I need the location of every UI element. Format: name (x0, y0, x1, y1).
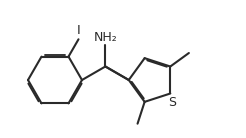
Text: NH₂: NH₂ (93, 30, 117, 43)
Text: I: I (77, 24, 80, 37)
Text: S: S (168, 96, 176, 109)
